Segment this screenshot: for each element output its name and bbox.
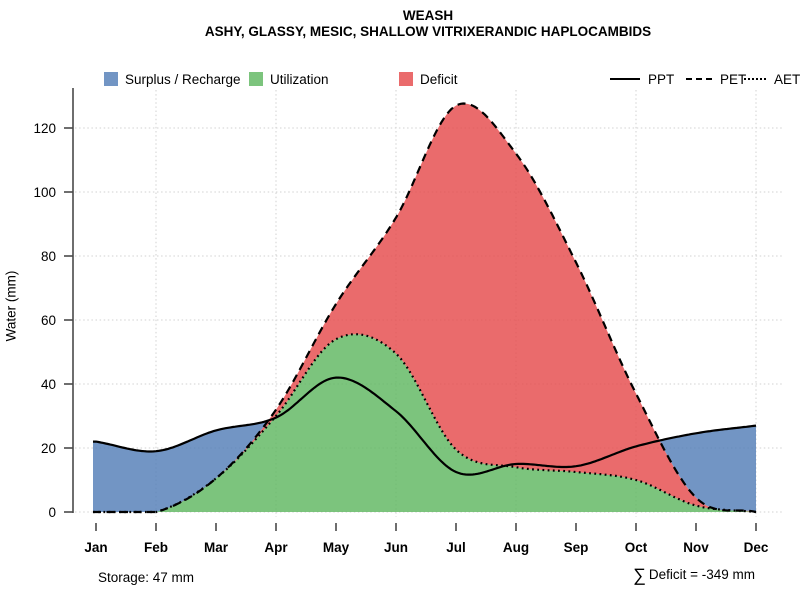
deficit-swatch bbox=[399, 72, 413, 86]
legend-item-utilization: Utilization bbox=[249, 68, 329, 90]
y-tick-label: 80 bbox=[41, 249, 56, 264]
legend-label: PET bbox=[720, 71, 747, 87]
chart-subtitle: ASHY, GLASSY, MESIC, SHALLOW VITRIXERAND… bbox=[204, 24, 652, 39]
utilization-swatch bbox=[249, 72, 263, 86]
sum-deficit-annotation: ∑ Deficit = -349 mm bbox=[633, 565, 755, 586]
ppt-line bbox=[93, 376, 757, 476]
legend-label: PPT bbox=[648, 71, 675, 87]
solid-line-sample bbox=[610, 78, 640, 80]
chart-title: WEASH bbox=[402, 8, 454, 23]
storage-annotation: Storage: 47 mm bbox=[98, 570, 195, 585]
x-tick-label: Dec bbox=[744, 540, 769, 555]
x-tick-label: Apr bbox=[264, 540, 288, 555]
utilization-area bbox=[93, 334, 756, 512]
legend-item-surplus: Surplus / Recharge bbox=[104, 68, 241, 90]
legend-label: Deficit bbox=[420, 71, 458, 87]
x-tick-label: Jun bbox=[384, 540, 408, 555]
aet-line bbox=[93, 333, 757, 514]
x-tick-label: Nov bbox=[683, 540, 709, 555]
y-axis-title: Water (mm) bbox=[3, 270, 19, 342]
legend-item-pet: PET bbox=[686, 68, 746, 90]
y-tick-label: 20 bbox=[41, 441, 56, 456]
legend-item-deficit: Deficit bbox=[399, 68, 458, 90]
x-tick-label: Sep bbox=[564, 540, 589, 555]
legend: Surplus / Recharge Utilization Deficit P… bbox=[0, 68, 800, 90]
legend-item-aet: AET bbox=[744, 68, 800, 90]
sigma-icon: ∑ bbox=[633, 565, 646, 585]
surplus-swatch bbox=[104, 72, 118, 86]
legend-item-ppt: PPT bbox=[610, 68, 674, 90]
x-tick-label: Feb bbox=[144, 540, 168, 555]
sum-deficit-text: Deficit = -349 mm bbox=[648, 567, 755, 582]
deficit-area bbox=[93, 103, 756, 512]
y-tick-label: 100 bbox=[33, 185, 56, 200]
legend-label: AET bbox=[774, 71, 800, 87]
pet-line bbox=[93, 102, 757, 514]
legend-label: Utilization bbox=[270, 71, 329, 87]
x-tick-label: Aug bbox=[503, 540, 529, 555]
x-tick-label: Jan bbox=[84, 540, 107, 555]
surplus-area bbox=[93, 103, 756, 512]
x-tick-label: Jul bbox=[446, 540, 466, 555]
x-tick-label: Oct bbox=[625, 540, 648, 555]
x-tick-label: May bbox=[323, 540, 350, 555]
dashed-line-sample bbox=[686, 78, 712, 80]
y-tick-label: 120 bbox=[33, 121, 56, 136]
y-tick-label: 40 bbox=[41, 377, 56, 392]
dotted-line-sample bbox=[744, 78, 766, 80]
legend-label: Surplus / Recharge bbox=[125, 71, 241, 87]
x-tick-label: Mar bbox=[204, 540, 229, 555]
y-tick-label: 60 bbox=[41, 313, 56, 328]
y-tick-label: 0 bbox=[48, 505, 56, 520]
